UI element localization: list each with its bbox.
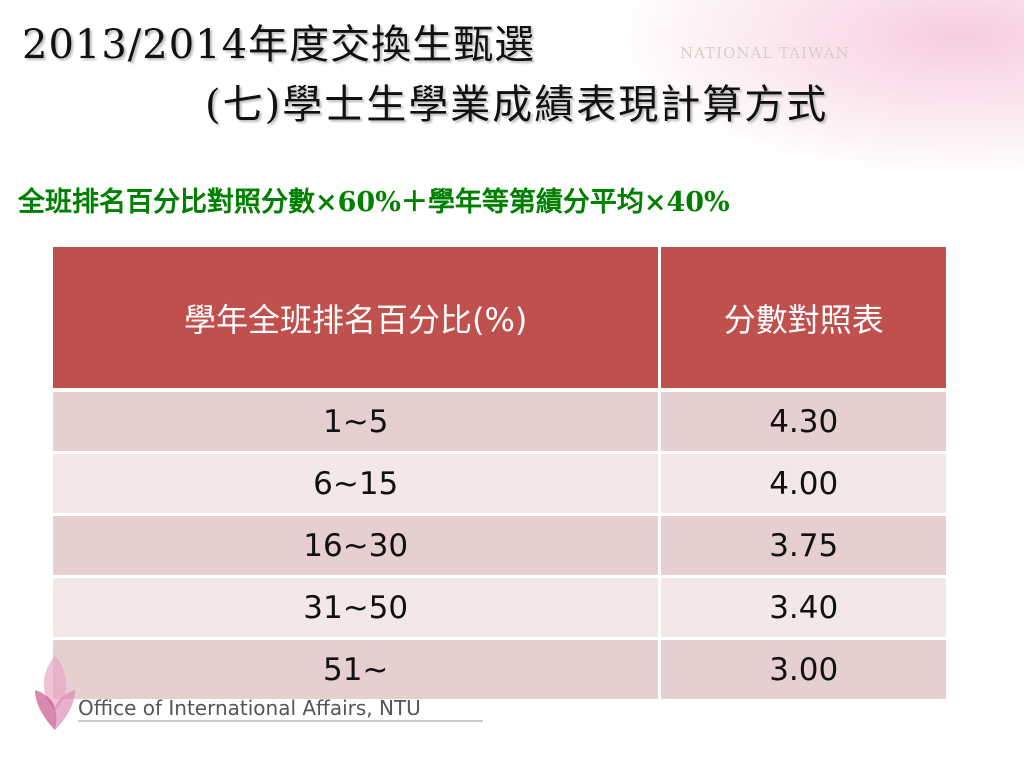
table-row: 16~30 3.75 — [53, 514, 946, 578]
column-header: 學年全班排名百分比(%) — [53, 247, 662, 392]
score-table: 學年全班排名百分比(%) 分數對照表 1~5 4.30 6~15 4.00 16~30 3.… — [53, 247, 946, 702]
watermark: NATIONAL TAIWAN — [680, 44, 850, 62]
logo — [35, 655, 75, 730]
footer: Office of International Affairs, NTU — [78, 696, 483, 722]
table-row: 1~5 4.30 — [53, 390, 946, 454]
table-row: 6~15 4.00 — [53, 452, 946, 516]
title-line1: 2013/2014年度交換生甄選 — [22, 22, 536, 68]
table-cell: 51~ — [53, 638, 662, 702]
table-cell: 1~5 — [53, 390, 662, 454]
header-row: 學年全班排名百分比(%) 分數對照表 — [53, 247, 946, 392]
table-cell: 6~15 — [53, 452, 662, 516]
table-cell: 3.75 — [659, 514, 946, 578]
formula: 全班排名百分比對照分數×60%＋學年等第績分平均×40% — [18, 187, 730, 218]
table-row: 51~ 3.00 — [53, 638, 946, 702]
title-line2: (七)學士生學業成績表現計算方式 — [205, 82, 829, 128]
column-header: 分數對照表 — [659, 247, 946, 392]
table-cell: 3.40 — [659, 576, 946, 640]
table-cell: 4.30 — [659, 390, 946, 454]
table-row: 31~50 3.40 — [53, 576, 946, 640]
table-body: 1~5 4.30 6~15 4.00 16~30 3.75 31~50 3.40 51~ 3.00 — [53, 390, 946, 702]
table-cell: 4.00 — [659, 452, 946, 516]
background-decoration — [604, 0, 1024, 180]
table-cell: 16~30 — [53, 514, 662, 578]
table-cell: 31~50 — [53, 576, 662, 640]
table-cell: 3.00 — [659, 638, 946, 702]
